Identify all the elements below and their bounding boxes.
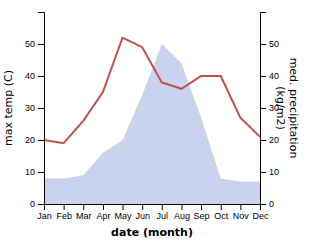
tick-label: Jan <box>37 211 52 221</box>
tick: Jan <box>37 204 52 221</box>
tick-label: Nov <box>233 211 250 221</box>
tick-label: 40 <box>269 71 279 81</box>
marks <box>44 38 260 204</box>
tick: Nov <box>233 204 250 221</box>
tick: 20 <box>25 135 44 145</box>
tick-mark <box>260 44 266 45</box>
tick-mark <box>38 108 44 109</box>
tick: 10 <box>260 167 279 177</box>
tick-mark <box>162 204 163 210</box>
tick-label: 20 <box>269 135 279 145</box>
tick-label: Mar <box>76 211 92 221</box>
tick: 50 <box>260 39 279 49</box>
tick: 50 <box>25 39 44 49</box>
tick: Mar <box>76 204 92 221</box>
tick-mark <box>123 204 124 210</box>
tick-mark <box>260 108 266 109</box>
precipitation-area <box>44 44 260 204</box>
tick-label: 50 <box>25 39 35 49</box>
tick: Aug <box>174 204 190 221</box>
tick-mark <box>221 204 222 210</box>
tick-mark <box>64 204 65 210</box>
tick-mark <box>38 172 44 173</box>
tick-mark <box>260 172 266 173</box>
tick-label: Apr <box>96 211 110 221</box>
tick-mark <box>201 204 202 210</box>
tick-mark <box>38 204 44 205</box>
axis-line <box>261 13 267 205</box>
plot: JanFebMarAprMayJunJulAugSepOctNovDec0102… <box>25 13 279 222</box>
x-axis-title: date (month) <box>111 226 193 239</box>
tick-label: Jun <box>135 211 150 221</box>
tick: 0 <box>260 199 274 209</box>
tick-mark <box>240 204 241 210</box>
y2-axis-title-line: med. precipitation <box>287 58 300 159</box>
tick: Dec <box>252 204 269 221</box>
tick-label: Jul <box>157 211 169 221</box>
tick-mark <box>103 204 104 210</box>
tick-label: Dec <box>252 211 269 221</box>
tick: 40 <box>260 71 279 81</box>
x-axis: Jan Feb Mar Apr MayJun Jul Aug Sep Oct NovDec <box>37 204 269 221</box>
tick: Sep <box>194 204 210 221</box>
tick-mark <box>260 140 266 141</box>
tick-label: May <box>115 211 133 221</box>
tick-label: Sep <box>194 211 210 221</box>
tick-label: 50 <box>269 39 279 49</box>
tick-label: Aug <box>174 211 190 221</box>
tick: Apr <box>96 204 110 221</box>
tick: 30 <box>25 103 44 113</box>
axis-line <box>38 13 45 205</box>
y-axis-title: max temp (C) <box>2 70 15 146</box>
tick: May <box>115 204 133 221</box>
tick-label: 0 <box>30 199 35 209</box>
tick-mark <box>38 44 44 45</box>
tick-mark <box>83 204 84 210</box>
tick: 10 <box>25 167 44 177</box>
temperature-line <box>44 38 260 144</box>
y2-axis-title-line: (kg/m2) <box>274 86 287 129</box>
tick-mark <box>260 76 266 77</box>
tick-label: 40 <box>25 71 35 81</box>
tick-mark <box>142 204 143 210</box>
tick-label: 0 <box>269 199 274 209</box>
tick: 20 <box>260 135 279 145</box>
chart: JanFebMarAprMayJunJulAugSepOctNovDec0102… <box>0 0 318 242</box>
tick-label: 30 <box>25 103 35 113</box>
tick-label: 20 <box>25 135 35 145</box>
tick: Oct <box>214 204 229 221</box>
y2-axis-title: med. precipitation(kg/m2) <box>274 58 300 159</box>
tick: 40 <box>25 71 44 81</box>
y-axis: 0 10 20 30 40 50 <box>25 13 45 210</box>
tick-label: Oct <box>214 211 229 221</box>
tick-label: Feb <box>56 211 72 221</box>
tick-mark <box>38 76 44 77</box>
axis-line <box>45 205 261 211</box>
tick: Jun <box>135 204 150 221</box>
tick: Jul <box>157 204 169 221</box>
tick: 0 <box>30 199 44 209</box>
tick-mark <box>38 140 44 141</box>
tick-mark <box>181 204 182 210</box>
tick-label: 10 <box>269 167 279 177</box>
tick: Feb <box>56 204 72 221</box>
tick-mark <box>260 204 266 205</box>
tick-label: 10 <box>25 167 35 177</box>
